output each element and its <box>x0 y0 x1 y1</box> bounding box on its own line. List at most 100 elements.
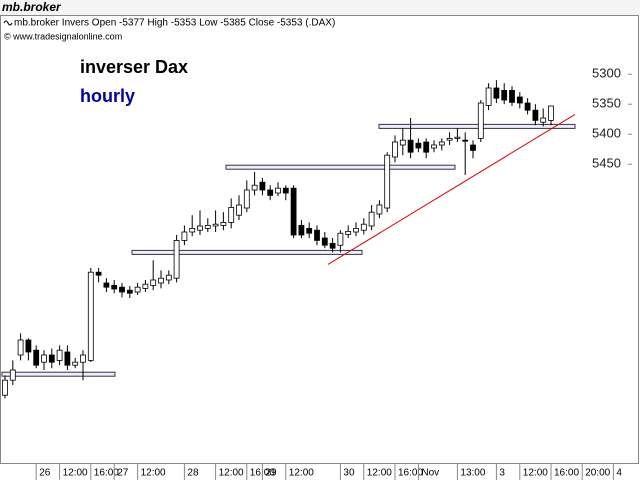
candle-body <box>80 354 86 363</box>
candle-body <box>17 339 24 356</box>
candle-body <box>321 237 328 246</box>
candle-body <box>329 242 336 249</box>
support-level <box>378 123 576 129</box>
x-tick-label: 12:00 <box>523 468 548 479</box>
candle-body <box>477 102 484 139</box>
candle-body <box>95 271 102 276</box>
candle-body <box>267 189 274 196</box>
x-tick-label: 28 <box>187 468 199 479</box>
y-tick-label: 5450 <box>592 156 621 171</box>
candle-body <box>431 144 437 149</box>
candle-body <box>384 154 391 209</box>
candle-body <box>150 279 157 286</box>
x-tick-label: 16:00 <box>554 468 579 479</box>
candle-body <box>41 354 47 363</box>
x-tick-label: 12:00 <box>63 468 88 479</box>
candle-body <box>259 181 266 191</box>
annotation: inverser Dax <box>80 57 188 77</box>
candle-body <box>142 283 149 289</box>
candle-body <box>236 204 242 216</box>
y-tick-label: 5350 <box>592 96 621 111</box>
candle-body <box>446 137 453 141</box>
candle-body <box>360 223 367 231</box>
candle-body <box>111 284 118 290</box>
annotation: hourly <box>80 86 135 106</box>
support-level <box>1 371 116 377</box>
x-tick-label: 3 <box>499 468 505 479</box>
candle-body <box>2 379 8 396</box>
candle-body <box>189 227 196 233</box>
window-title: mb.broker <box>2 0 62 14</box>
candle-body <box>72 361 79 366</box>
title-bar <box>0 0 640 15</box>
candle-body <box>485 87 492 106</box>
candle-body <box>173 239 180 279</box>
support-level <box>225 164 456 170</box>
candle-body <box>290 187 297 236</box>
candle-body <box>524 102 531 111</box>
series-icon <box>3 20 13 26</box>
x-tick-label: Nov <box>421 468 439 479</box>
candle-body <box>243 189 250 209</box>
candle-body <box>158 277 164 284</box>
candle-body <box>493 87 500 99</box>
candle-body <box>134 286 141 293</box>
source: © www.tradesignalonline.com <box>4 31 122 41</box>
x-tick-label: 27 <box>117 468 129 479</box>
y-tick-label: 5400 <box>592 126 621 141</box>
candle-body <box>368 211 375 227</box>
candle-body <box>399 139 406 146</box>
x-tick-label: 16:00 <box>398 468 423 479</box>
trend-line <box>327 113 576 265</box>
candle-body <box>532 109 539 121</box>
candle-body <box>181 231 188 241</box>
candle-body <box>407 139 414 153</box>
candle-body <box>345 230 352 235</box>
candle-body <box>9 369 16 381</box>
candle-body <box>204 224 211 229</box>
candle-body <box>87 271 94 361</box>
candle-body <box>282 187 289 194</box>
x-tick-label: 29 <box>265 468 277 479</box>
candle-body <box>119 286 125 293</box>
x-tick-label: 16:00 <box>94 468 119 479</box>
candle-body <box>275 187 281 194</box>
candle-body <box>298 224 305 236</box>
chart-header: mb.broker Invers Open -5377 High -5353 L… <box>14 18 335 29</box>
candle-body <box>228 206 235 223</box>
candle-body <box>454 136 461 139</box>
candle-body <box>438 141 445 146</box>
support-level <box>131 249 363 255</box>
candle-body <box>548 105 554 121</box>
y-tick-label: 5300 <box>592 66 621 81</box>
candle-body <box>353 227 359 233</box>
candle-body <box>540 117 547 123</box>
x-tick-label: 12:00 <box>141 468 166 479</box>
candle-body <box>126 289 133 294</box>
x-tick-label: 30 <box>343 468 355 479</box>
candle-body <box>251 184 258 191</box>
candle-body <box>220 221 227 226</box>
candle-body <box>462 139 469 142</box>
candle-body <box>516 96 523 104</box>
candle-body <box>306 227 313 234</box>
x-tick-label: 12:00 <box>219 468 244 479</box>
candle-body <box>470 144 476 151</box>
candle-body <box>25 339 32 353</box>
candle-body <box>212 223 219 227</box>
x-tick-label: 13:00 <box>460 468 485 479</box>
candle-body <box>509 90 515 103</box>
candle-body <box>103 282 110 288</box>
x-tick-label: 26 <box>39 468 51 479</box>
candle-body <box>392 141 398 158</box>
candle-body <box>165 274 172 281</box>
candle-body <box>64 351 71 366</box>
x-tick-label: 4 <box>616 468 622 479</box>
x-tick-label: 12:00 <box>367 468 392 479</box>
candle-body <box>197 225 203 231</box>
candle-body <box>48 354 55 363</box>
x-tick-label: 20:00 <box>585 468 610 479</box>
candle-body <box>501 90 508 101</box>
